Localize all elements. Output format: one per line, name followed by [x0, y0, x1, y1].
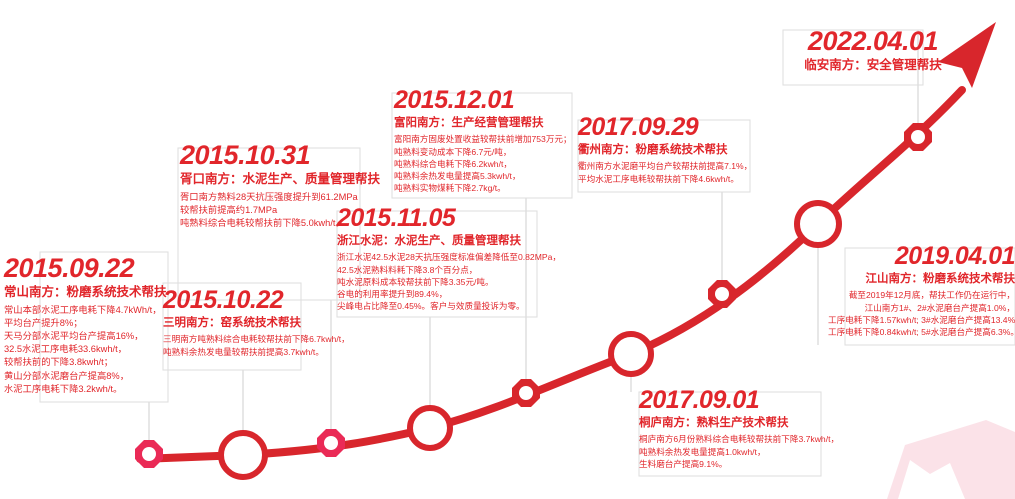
detail-line: 尖峰电占比降至0.45%。客户与效质量投诉为零。 — [337, 301, 525, 312]
node-octagon-3[interactable] — [317, 429, 345, 457]
event-card-changshan[interactable]: 2015.09.22 常山南方：粉磨系统技术帮扶 常山本部水泥工序电耗下降4.7… — [4, 255, 172, 396]
detail-line: 谷电的利用率提升到89.4%， — [337, 288, 448, 299]
detail-line: 生料磨台产提高9.1%。 — [639, 458, 728, 469]
detail-line: 吨熟料实物煤耗下降2.7kg/t。 — [394, 183, 506, 194]
node-ring-8[interactable] — [794, 200, 842, 248]
detail-line: 常山本部水泥工序电耗下降4.7kWh/t， — [4, 304, 162, 315]
event-subtitle: 临安南方：安全管理帮扶 — [804, 58, 942, 72]
detail-line: 42.5水泥熟料料耗下降3.8个百分点， — [337, 264, 478, 275]
detail-line: 三明南方吨熟料综合电耗较帮扶前下降6.7kwh/t， — [163, 334, 350, 345]
event-date: 2015.10.31 — [180, 140, 311, 170]
event-date: 2017.09.29 — [578, 113, 699, 141]
event-subtitle: 桐庐南方：熟料生产技术帮扶 — [639, 417, 789, 429]
event-subtitle: 江山南方：粉磨系统技术帮扶 — [865, 273, 1015, 285]
detail-line: 工序电耗下降0.84kwh/t; 5#水泥磨台产提高6.3%。 — [828, 326, 1015, 337]
event-card-quzhou[interactable]: 2017.09.29 衢州南方：粉磨系统技术帮扶 衢州南方水泥磨平均台产较帮扶前… — [578, 115, 768, 185]
event-card-sanming[interactable]: 2015.10.22 三明南方：窑系统技术帮扶 三明南方吨熟料综合电耗较帮扶前下… — [163, 286, 350, 358]
event-subtitle: 衢州南方：粉磨系统技术帮扶 — [578, 144, 728, 156]
detail-line: 截至2019年12月底，帮扶工作仍在运行中， — [848, 290, 1015, 301]
event-details: 浙江水泥42.5水泥28天抗压强度标准偏差降低至0.82MPa， 42.5水泥熟… — [337, 251, 561, 312]
event-details: 富阳南方固废处置收益较帮扶前增加753万元； 吨熟料变动成本下降6.7元/吨， … — [394, 133, 589, 194]
event-date: 2015.10.22 — [163, 286, 284, 314]
mountain-decoration — [887, 420, 1015, 499]
event-date: 2019.04.01 — [894, 242, 1015, 270]
detail-line: 吨熟料余热发电量提高1.0kwh/t， — [639, 446, 766, 457]
detail-line: 吨熟料余热发电量提高5.3kwh/t， — [394, 170, 521, 181]
node-ring-6[interactable] — [608, 331, 654, 377]
detail-line: 平均台产提升8%； — [4, 317, 83, 328]
event-date: 2017.09.01 — [639, 386, 760, 414]
event-card-zhejiang[interactable]: 2015.11.05 浙江水泥：水泥生产、质量管理帮扶 浙江水泥42.5水泥28… — [337, 204, 561, 312]
detail-line: 平均水泥工序电耗较帮扶前下降4.6kwh/t。 — [578, 173, 739, 184]
event-date: 2015.11.05 — [337, 204, 456, 232]
detail-line: 富阳南方固废处置收益较帮扶前增加753万元； — [394, 134, 572, 145]
detail-line: 32.5水泥工序电耗33.6kwh/t， — [4, 344, 127, 355]
arrow-head — [938, 22, 996, 88]
event-subtitle: 三明南方：窑系统技术帮扶 — [163, 317, 301, 329]
event-details: 三明南方吨熟料综合电耗较帮扶前下降6.7kwh/t， 吨熟料余热发电量较帮扶前提… — [163, 333, 350, 357]
detail-line: 吨熟料变动成本下降6.7元/吨， — [394, 146, 512, 157]
detail-line: 桐庐南方6月份熟料综合电耗较帮扶前下降3.7kwh/t， — [639, 434, 840, 445]
event-details: 衢州南方水泥磨平均台产较帮扶前提高7.1%， 平均水泥工序电耗较帮扶前下降4.6… — [578, 160, 768, 184]
event-card-xiangkou[interactable]: 2015.10.31 胥口南方：水泥生产、质量管理帮扶 胥口南方熟料28天抗压强… — [180, 142, 390, 230]
event-card-tonglu[interactable]: 2017.09.01 桐庐南方：熟料生产技术帮扶 桐庐南方6月份熟料综合电耗较帮… — [639, 388, 839, 470]
detail-line: 浙江水泥42.5水泥28天抗压强度标准偏差降低至0.82MPa， — [337, 252, 561, 263]
event-card-linan[interactable]: 2022.04.01 临安南方：安全管理帮扶 — [778, 28, 968, 74]
timeline-nodes — [135, 123, 932, 480]
event-details: 胥口南方熟料28天抗压强度提升到61.2MPa 较帮扶前提高约1.7MPa 吨熟… — [180, 191, 390, 231]
node-ring-2[interactable] — [218, 430, 268, 480]
detail-line: 胥口南方熟料28天抗压强度提升到61.2MPa — [180, 191, 358, 202]
detail-line: 较帮扶前提高约1.7MPa — [180, 204, 278, 215]
detail-line: 吨熟料综合电耗下降6.2kwh/t， — [394, 158, 512, 169]
detail-line: 江山南方1#、2#水泥磨台产提高1.0%， — [864, 302, 1015, 313]
detail-line: 较帮扶前的下降3.8kwh/t； — [4, 357, 113, 368]
event-date: 2022.04.01 — [807, 26, 939, 56]
event-subtitle: 富阳南方：生产经营管理帮扶 — [394, 117, 544, 129]
detail-line: 水泥工序电耗下降3.2kwh/t。 — [4, 383, 123, 394]
node-octagon-5[interactable] — [512, 379, 540, 407]
detail-line: 黄山分部水泥磨台产提高8%， — [4, 370, 129, 381]
node-octagon-9[interactable] — [904, 123, 932, 151]
card-frames — [39, 29, 1015, 477]
detail-line: 吨熟料综合电耗较帮扶前下降5.0kwh/t。 — [180, 218, 345, 228]
event-details: 桐庐南方6月份熟料综合电耗较帮扶前下降3.7kwh/t， 吨熟料余热发电量提高1… — [639, 433, 839, 470]
detail-line: 衢州南方水泥磨平均台产较帮扶前提高7.1%， — [578, 161, 753, 172]
event-subtitle: 胥口南方：水泥生产、质量管理帮扶 — [180, 172, 381, 186]
event-details: 截至2019年12月底，帮扶工作仍在运行中， 江山南方1#、2#水泥磨台产提高1… — [828, 289, 1015, 338]
event-card-fuyang[interactable]: 2015.12.01 富阳南方：生产经营管理帮扶 富阳南方固废处置收益较帮扶前增… — [394, 88, 589, 194]
event-details: 常山本部水泥工序电耗下降4.7kWh/t， 平均台产提升8%； 天马分部水泥平均… — [4, 304, 172, 396]
node-octagon-7[interactable] — [708, 280, 736, 308]
event-subtitle: 常山南方：粉磨系统技术帮扶 — [4, 285, 167, 299]
detail-line: 吨熟料余热发电量较帮扶前提高3.7kwh/t。 — [163, 346, 324, 357]
node-octagon-1[interactable] — [135, 440, 163, 468]
event-card-jiangshan[interactable]: 2019.04.01 江山南方：粉磨系统技术帮扶 截至2019年12月底，帮扶工… — [828, 244, 1015, 338]
event-date: 2015.09.22 — [4, 253, 135, 283]
node-ring-4[interactable] — [407, 405, 453, 451]
event-subtitle: 浙江水泥：水泥生产、质量管理帮扶 — [337, 235, 521, 247]
event-date: 2015.12.01 — [394, 86, 515, 114]
detail-line: 天马分部水泥平均台产提高16%， — [4, 331, 144, 341]
detail-line: 吨水泥原料成本较帮扶前下降3.35元/吨。 — [337, 276, 494, 287]
detail-line: 工序电耗下降1.57kwh/t; 3#水泥磨台产提高13.4%， — [828, 314, 1015, 325]
